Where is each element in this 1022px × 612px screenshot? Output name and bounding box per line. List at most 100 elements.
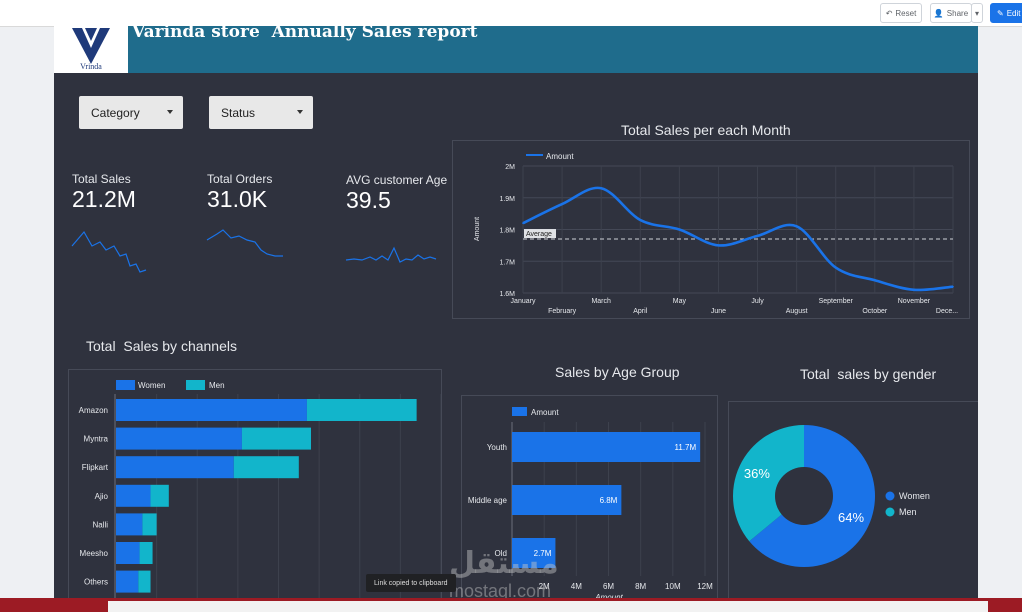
logo: Vrinda (54, 26, 128, 73)
monthly-line-chart: Amount Amount 2M 1.9M 1.8M 1.7M 1.6M January… (474, 152, 958, 315)
bars (116, 399, 417, 593)
legend-women: Women (899, 491, 930, 501)
y-tick-label: 1.6M (499, 291, 515, 298)
kpi-total-sales-value: 21.2M (72, 186, 136, 212)
chevron-down-icon: ▾ (974, 8, 979, 18)
category-filter[interactable]: Category (79, 96, 183, 129)
edit-button[interactable]: ✎ Edit (990, 3, 1022, 23)
x-tick-label: April (633, 308, 647, 315)
category-label: Middle age (468, 496, 508, 505)
bar-women (116, 456, 234, 479)
x-tick-label: 6M (603, 582, 614, 591)
gender-chart-title: Total sales by gender (800, 366, 937, 382)
women-pct-label: 64% (838, 510, 864, 525)
bar-men (139, 542, 153, 564)
x-tick-label: October (862, 308, 888, 315)
kpi-total-orders-value: 31.0K (207, 186, 268, 212)
age-chart-title: Sales by Age Group (555, 364, 680, 380)
bars: 11.7M Youth 6.8M Middle age 2.7M Old (468, 432, 701, 568)
category-label: Others (84, 578, 108, 587)
category-label: Meesho (80, 549, 109, 558)
share-dropdown-button[interactable]: ▾ (971, 3, 983, 23)
legend-men: Men (209, 381, 225, 390)
slice-men (733, 425, 804, 542)
total-orders-sparkline (206, 229, 283, 257)
x-tick-label: November (898, 298, 931, 305)
bar-men (233, 456, 299, 479)
share-icon: 👤 (933, 8, 944, 18)
bar-men (150, 484, 169, 507)
bar-value-label: 2.7M (534, 549, 552, 558)
legend-men: Men (899, 507, 917, 517)
bar-amount (512, 485, 622, 515)
browser-toolbar: ↶ Reset 👤 Share ▾ ✎ Edit (0, 0, 1022, 27)
legend-women-swatch (885, 491, 895, 501)
x-tick-label: March (591, 298, 611, 305)
data-point (522, 222, 524, 224)
kpi-avg-age-label: AVG customer Age (346, 173, 448, 187)
data-point (678, 228, 681, 231)
logo-text: Vrinda (80, 62, 102, 71)
data-point (717, 244, 720, 247)
watermark-arabic: مستقل (449, 546, 559, 581)
x-tick-label: February (548, 308, 577, 315)
bar-amount (512, 432, 701, 462)
caret-down-icon (167, 110, 173, 114)
watermark: مستقل mostaql.com (449, 546, 629, 612)
category-labels: Amazon Myntra Flipkart Ajio Nalli Meesho Other… (79, 406, 109, 587)
bar-women (116, 513, 143, 536)
bar-men (241, 427, 311, 450)
bar-women (116, 542, 140, 564)
reset-button[interactable]: ↶ Reset (880, 3, 922, 23)
channels-chart-panel: Women Men Amazon Myntra Flipkart Ajio Nalli M… (68, 369, 442, 612)
legend-men-swatch (885, 507, 895, 517)
data-point (639, 219, 642, 221)
status-filter[interactable]: Status (209, 96, 313, 129)
monthly-chart-title: Total Sales per each Month (621, 122, 791, 138)
kpi-total-sales-label: Total Sales (72, 172, 131, 186)
bar-value-label: 11.7M (675, 443, 697, 452)
age-chart-panel: Amount 11.7M Youth 6.8M Middle age 2.7M Old 2… (461, 395, 718, 612)
series-amount-points (522, 187, 954, 291)
age-bar-chart: Amount 11.7M Youth 6.8M Middle age 2.7M Old 2… (468, 407, 714, 602)
logo-mark-icon (72, 28, 110, 64)
category-label: Nalli (92, 520, 108, 529)
x-tick-label: 4M (571, 582, 582, 591)
bar-amount (512, 538, 556, 568)
category-label: Flipkart (82, 463, 109, 472)
pencil-icon: ✎ (997, 8, 1004, 18)
category-label: Myntra (84, 435, 109, 444)
gridlines (522, 165, 954, 294)
gender-donut-chart: 64% 36% Women Men (733, 425, 930, 567)
data-point (600, 187, 602, 190)
bar-women (116, 399, 307, 421)
monthly-chart-panel: Amount Amount 2M 1.9M 1.8M 1.7M 1.6M January… (452, 140, 970, 319)
kpi-avg-age-value: 39.5 (346, 187, 391, 213)
x-tick-label: May (673, 298, 687, 305)
donut-hole (775, 467, 833, 525)
avg-age-sparkline (345, 246, 437, 263)
data-point (874, 279, 876, 282)
toast-message: Link copied to clipboard (366, 574, 456, 592)
y-tick-label: 2M (505, 164, 515, 171)
report-canvas: Vrinda Varinda store Annually Sales repo… (54, 26, 978, 612)
x-tick-label: 8M (635, 582, 646, 591)
legend-women: Women (138, 381, 165, 390)
share-button[interactable]: 👤 Share (930, 3, 972, 23)
x-ticks: 2M 4M 6M 8M 10M 12M (539, 582, 714, 591)
legend-men-swatch (186, 380, 205, 390)
category-filter-label: Category (91, 105, 140, 120)
gender-chart-panel: 64% 36% Women Men (728, 401, 978, 612)
report-header: Vrinda Varinda store Annually Sales repo… (54, 26, 978, 73)
caret-down-icon (297, 110, 303, 114)
average-label: Average (526, 231, 552, 238)
status-filter-label: Status (221, 105, 256, 120)
x-tick-label: Dece... (936, 308, 958, 315)
bar-women (116, 427, 242, 450)
x-tick-label: June (711, 308, 726, 315)
share-label: Share (946, 8, 969, 18)
y-axis-label: Amount (474, 217, 481, 241)
taskbar-strip (108, 601, 988, 612)
page-title: Varinda store Annually Sales report (132, 26, 478, 42)
edit-label: Edit (1006, 8, 1021, 18)
